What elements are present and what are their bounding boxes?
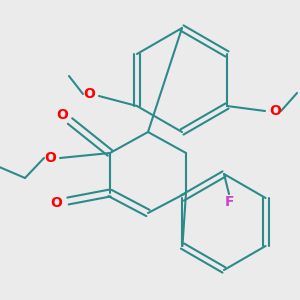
Text: O: O (56, 108, 68, 122)
Text: O: O (269, 104, 281, 118)
Text: O: O (83, 87, 95, 101)
Text: O: O (50, 196, 62, 210)
Text: F: F (224, 195, 234, 209)
Text: O: O (44, 151, 56, 165)
